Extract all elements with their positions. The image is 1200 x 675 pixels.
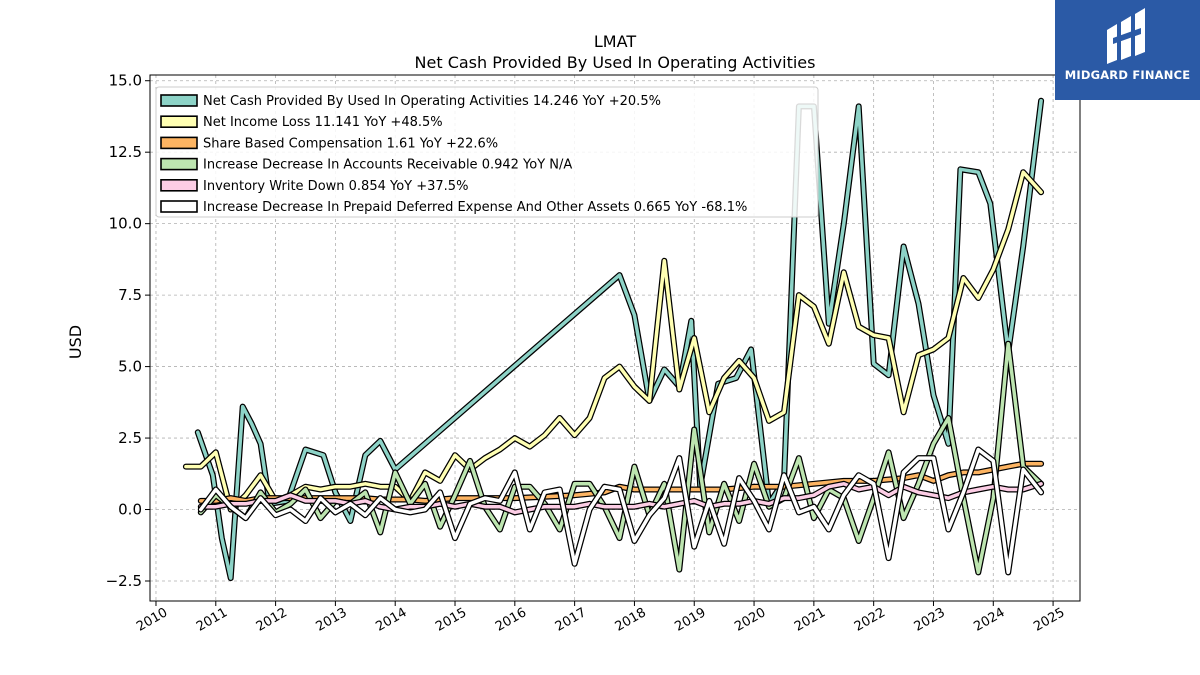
legend-entry: Net Cash Provided By Used In Operating A… bbox=[203, 94, 661, 109]
series-line bbox=[199, 447, 1043, 575]
x-tick-label: 2016 bbox=[493, 605, 529, 635]
y-tick-label: 15.0 bbox=[109, 72, 142, 90]
series-outline bbox=[182, 169, 1045, 513]
x-tick-label: 2021 bbox=[792, 605, 828, 635]
y-tick-label: 2.5 bbox=[118, 429, 142, 447]
legend-box bbox=[155, 86, 819, 218]
legend-swatch bbox=[160, 157, 198, 171]
legend: Net Cash Provided By Used In Operating A… bbox=[155, 86, 819, 218]
x-tick-label: 2017 bbox=[553, 605, 589, 635]
logo-text: MIDGARD FINANCE bbox=[1064, 68, 1191, 82]
legend-swatch bbox=[160, 200, 198, 213]
x-tick-label: 2022 bbox=[852, 605, 888, 635]
legend-entry: Increase Decrease In Accounts Receivable… bbox=[203, 158, 572, 173]
x-tick-label: 2018 bbox=[613, 605, 649, 635]
legend-swatch bbox=[160, 179, 198, 192]
legend-swatch bbox=[160, 115, 198, 128]
logo-mark-icon bbox=[1107, 8, 1145, 64]
plot-frame bbox=[149, 74, 1081, 602]
x-tick-label: 2010 bbox=[134, 605, 170, 635]
x-tick-label: 2012 bbox=[254, 605, 290, 635]
y-tick-label: 10.0 bbox=[109, 215, 142, 233]
legend-entry: Inventory Write Down 0.854 YoY +37.5% bbox=[203, 179, 468, 194]
chart-title: LMAT bbox=[594, 32, 636, 51]
midgard-finance-logo: MIDGARD FINANCE bbox=[1055, 0, 1200, 100]
y-tick-label: −2.5 bbox=[106, 572, 142, 590]
x-tick-label: 2020 bbox=[732, 605, 768, 635]
legend-swatch bbox=[160, 136, 198, 150]
y-tick-label: 12.5 bbox=[109, 143, 142, 161]
x-tick-label: 2013 bbox=[314, 605, 350, 635]
y-tick-label: 5.0 bbox=[118, 358, 142, 376]
x-tick-label: 2023 bbox=[912, 605, 948, 635]
series-line bbox=[184, 170, 1043, 512]
x-tick-label: 2011 bbox=[194, 605, 230, 635]
x-tick-label: 2024 bbox=[971, 605, 1007, 635]
y-axis-label: USD bbox=[66, 325, 85, 359]
x-tick-label: 2015 bbox=[433, 605, 469, 635]
legend-entry: Increase Decrease In Prepaid Deferred Ex… bbox=[203, 200, 747, 215]
chart-subtitle: Net Cash Provided By Used In Operating A… bbox=[415, 53, 816, 72]
x-tick-label: 2025 bbox=[1031, 605, 1067, 635]
x-tick-label: 2019 bbox=[672, 605, 708, 635]
y-tick-label: 7.5 bbox=[118, 286, 142, 304]
legend-entry: Net Income Loss 11.141 YoY +48.5% bbox=[203, 115, 443, 130]
legend-swatch bbox=[160, 94, 198, 107]
y-tick-label: 0.0 bbox=[118, 501, 142, 519]
legend-entry: Share Based Compensation 1.61 YoY +22.6% bbox=[203, 136, 498, 151]
series-layer bbox=[182, 97, 1045, 582]
x-tick-label: 2014 bbox=[373, 605, 409, 635]
